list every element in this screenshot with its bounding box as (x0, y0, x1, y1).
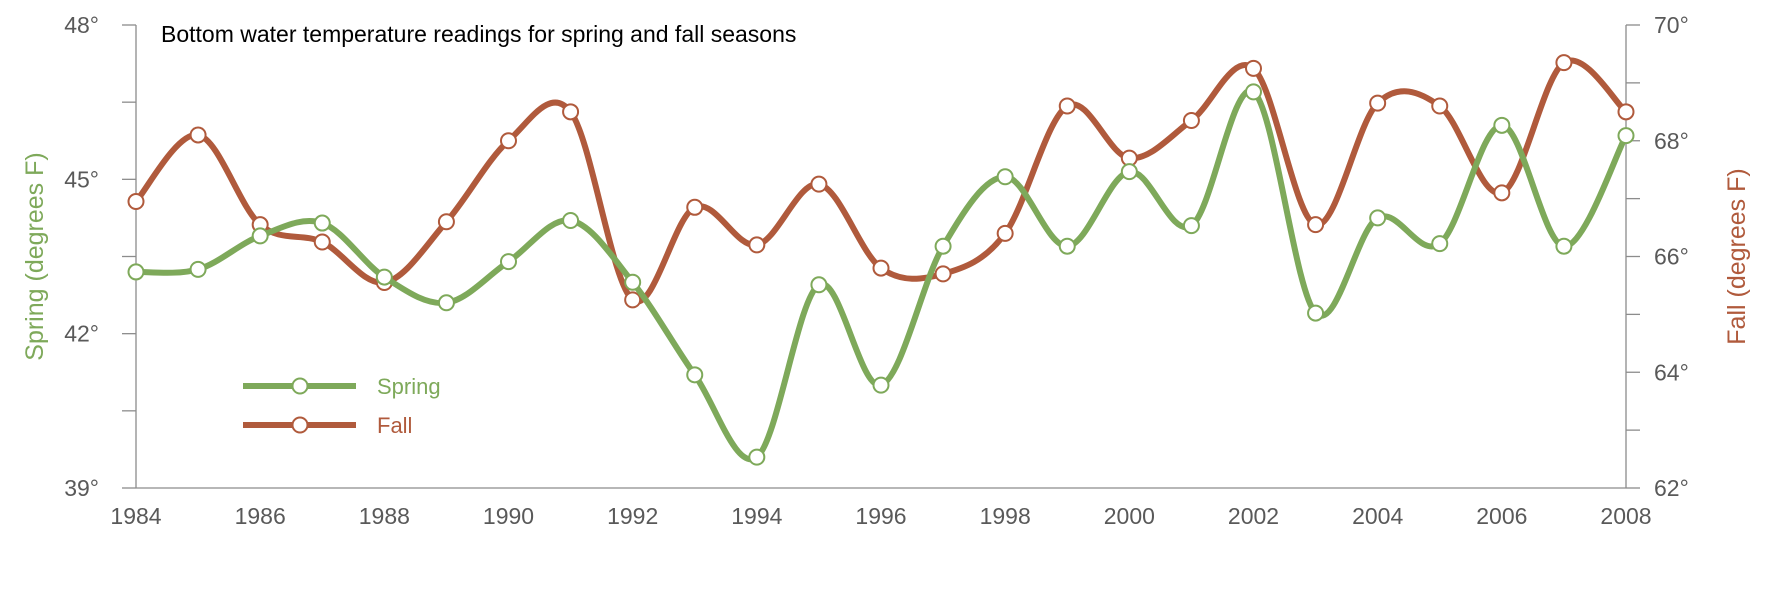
spring-data-point (1369, 209, 1387, 227)
spring-data-point (313, 214, 331, 232)
fall-data-point (1431, 97, 1449, 115)
left-tick-label: 48° (64, 12, 99, 38)
right-tick-label: 64° (1654, 359, 1689, 385)
right-tick-label: 66° (1654, 244, 1689, 270)
x-tick-label: 2004 (1352, 503, 1403, 529)
fall-data-point (996, 224, 1014, 242)
fall-data-point (1555, 54, 1573, 72)
fall-data-point (1617, 103, 1635, 121)
spring-data-point (934, 237, 952, 255)
spring-data-point (1555, 237, 1573, 255)
legend-spring-label: Spring (377, 374, 441, 399)
x-tick-label: 1992 (607, 503, 658, 529)
fall-data-point (127, 193, 145, 211)
fall-data-point (562, 103, 580, 121)
fall-data-point (748, 236, 766, 254)
legend-spring-marker (291, 377, 309, 395)
spring-data-point (375, 268, 393, 286)
x-tick-label: 1988 (359, 503, 410, 529)
fall-data-point (313, 233, 331, 251)
right-tick-label: 62° (1654, 475, 1689, 501)
legend-fall-label: Fall (377, 413, 412, 438)
spring-data-point (810, 276, 828, 294)
fall-data-point (686, 198, 704, 216)
fall-data-point (1493, 184, 1511, 202)
fall-data-point (1182, 111, 1200, 129)
spring-data-point (1307, 304, 1325, 322)
spring-data-point (1058, 237, 1076, 255)
fall-data-point (934, 265, 952, 283)
fall-data-point (810, 175, 828, 193)
spring-data-point (562, 211, 580, 229)
spring-data-point (500, 253, 517, 271)
left-tick-label: 45° (64, 166, 99, 192)
x-tick-label: 1994 (731, 503, 782, 529)
fall-data-point (1369, 94, 1387, 112)
spring-data-point (437, 294, 455, 312)
spring-data-point (1245, 83, 1262, 101)
left-tick-label: 39° (64, 475, 99, 501)
x-tick-label: 2008 (1600, 503, 1651, 529)
spring-data-point (127, 263, 145, 281)
spring-data-point (996, 168, 1014, 186)
fall-data-point (624, 291, 642, 309)
x-tick-label: 1996 (855, 503, 906, 529)
spring-data-point (1617, 127, 1635, 145)
x-tick-label: 2006 (1476, 503, 1527, 529)
fall-data-point (437, 213, 455, 231)
spring-data-point (1431, 235, 1449, 253)
x-tick-label: 2000 (1104, 503, 1155, 529)
spring-data-point (686, 366, 704, 384)
fall-data-point (1307, 216, 1325, 234)
left-axis-title: Spring (degrees F) (21, 152, 49, 360)
chart-series (127, 54, 1635, 466)
fall-data-point (1245, 59, 1262, 77)
x-tick-label: 1990 (483, 503, 534, 529)
right-tick-label: 70° (1654, 12, 1689, 38)
fall-data-point (872, 259, 890, 277)
x-tick-label: 2002 (1228, 503, 1279, 529)
right-tick-label: 68° (1654, 128, 1689, 154)
left-tick-label: 42° (64, 321, 99, 347)
spring-data-point (251, 227, 269, 245)
fall-data-point (500, 132, 517, 150)
chart-legend: Spring Fall (243, 374, 441, 438)
legend-fall-marker (291, 416, 309, 434)
spring-data-point (1120, 163, 1138, 181)
spring-data-point (872, 376, 890, 394)
x-tick-label: 1986 (235, 503, 286, 529)
x-tick-label: 1984 (110, 503, 161, 529)
spring-data-point (1493, 116, 1511, 134)
chart-axes: 48° 45° 42° 39° 70° 68° 66° 64° 62° 1984 1986 1988 1… (21, 12, 1751, 529)
right-axis-title: Fall (degrees F) (1723, 168, 1751, 344)
x-tick-label: 1998 (980, 503, 1031, 529)
spring-data-point (189, 260, 207, 278)
chart-title: Bottom water temperature readings for sp… (161, 21, 796, 47)
spring-data-point (1182, 217, 1200, 235)
spring-data-point (624, 273, 642, 291)
fall-data-point (1058, 97, 1076, 115)
fall-data-point (189, 126, 207, 144)
spring-data-point (748, 448, 766, 466)
